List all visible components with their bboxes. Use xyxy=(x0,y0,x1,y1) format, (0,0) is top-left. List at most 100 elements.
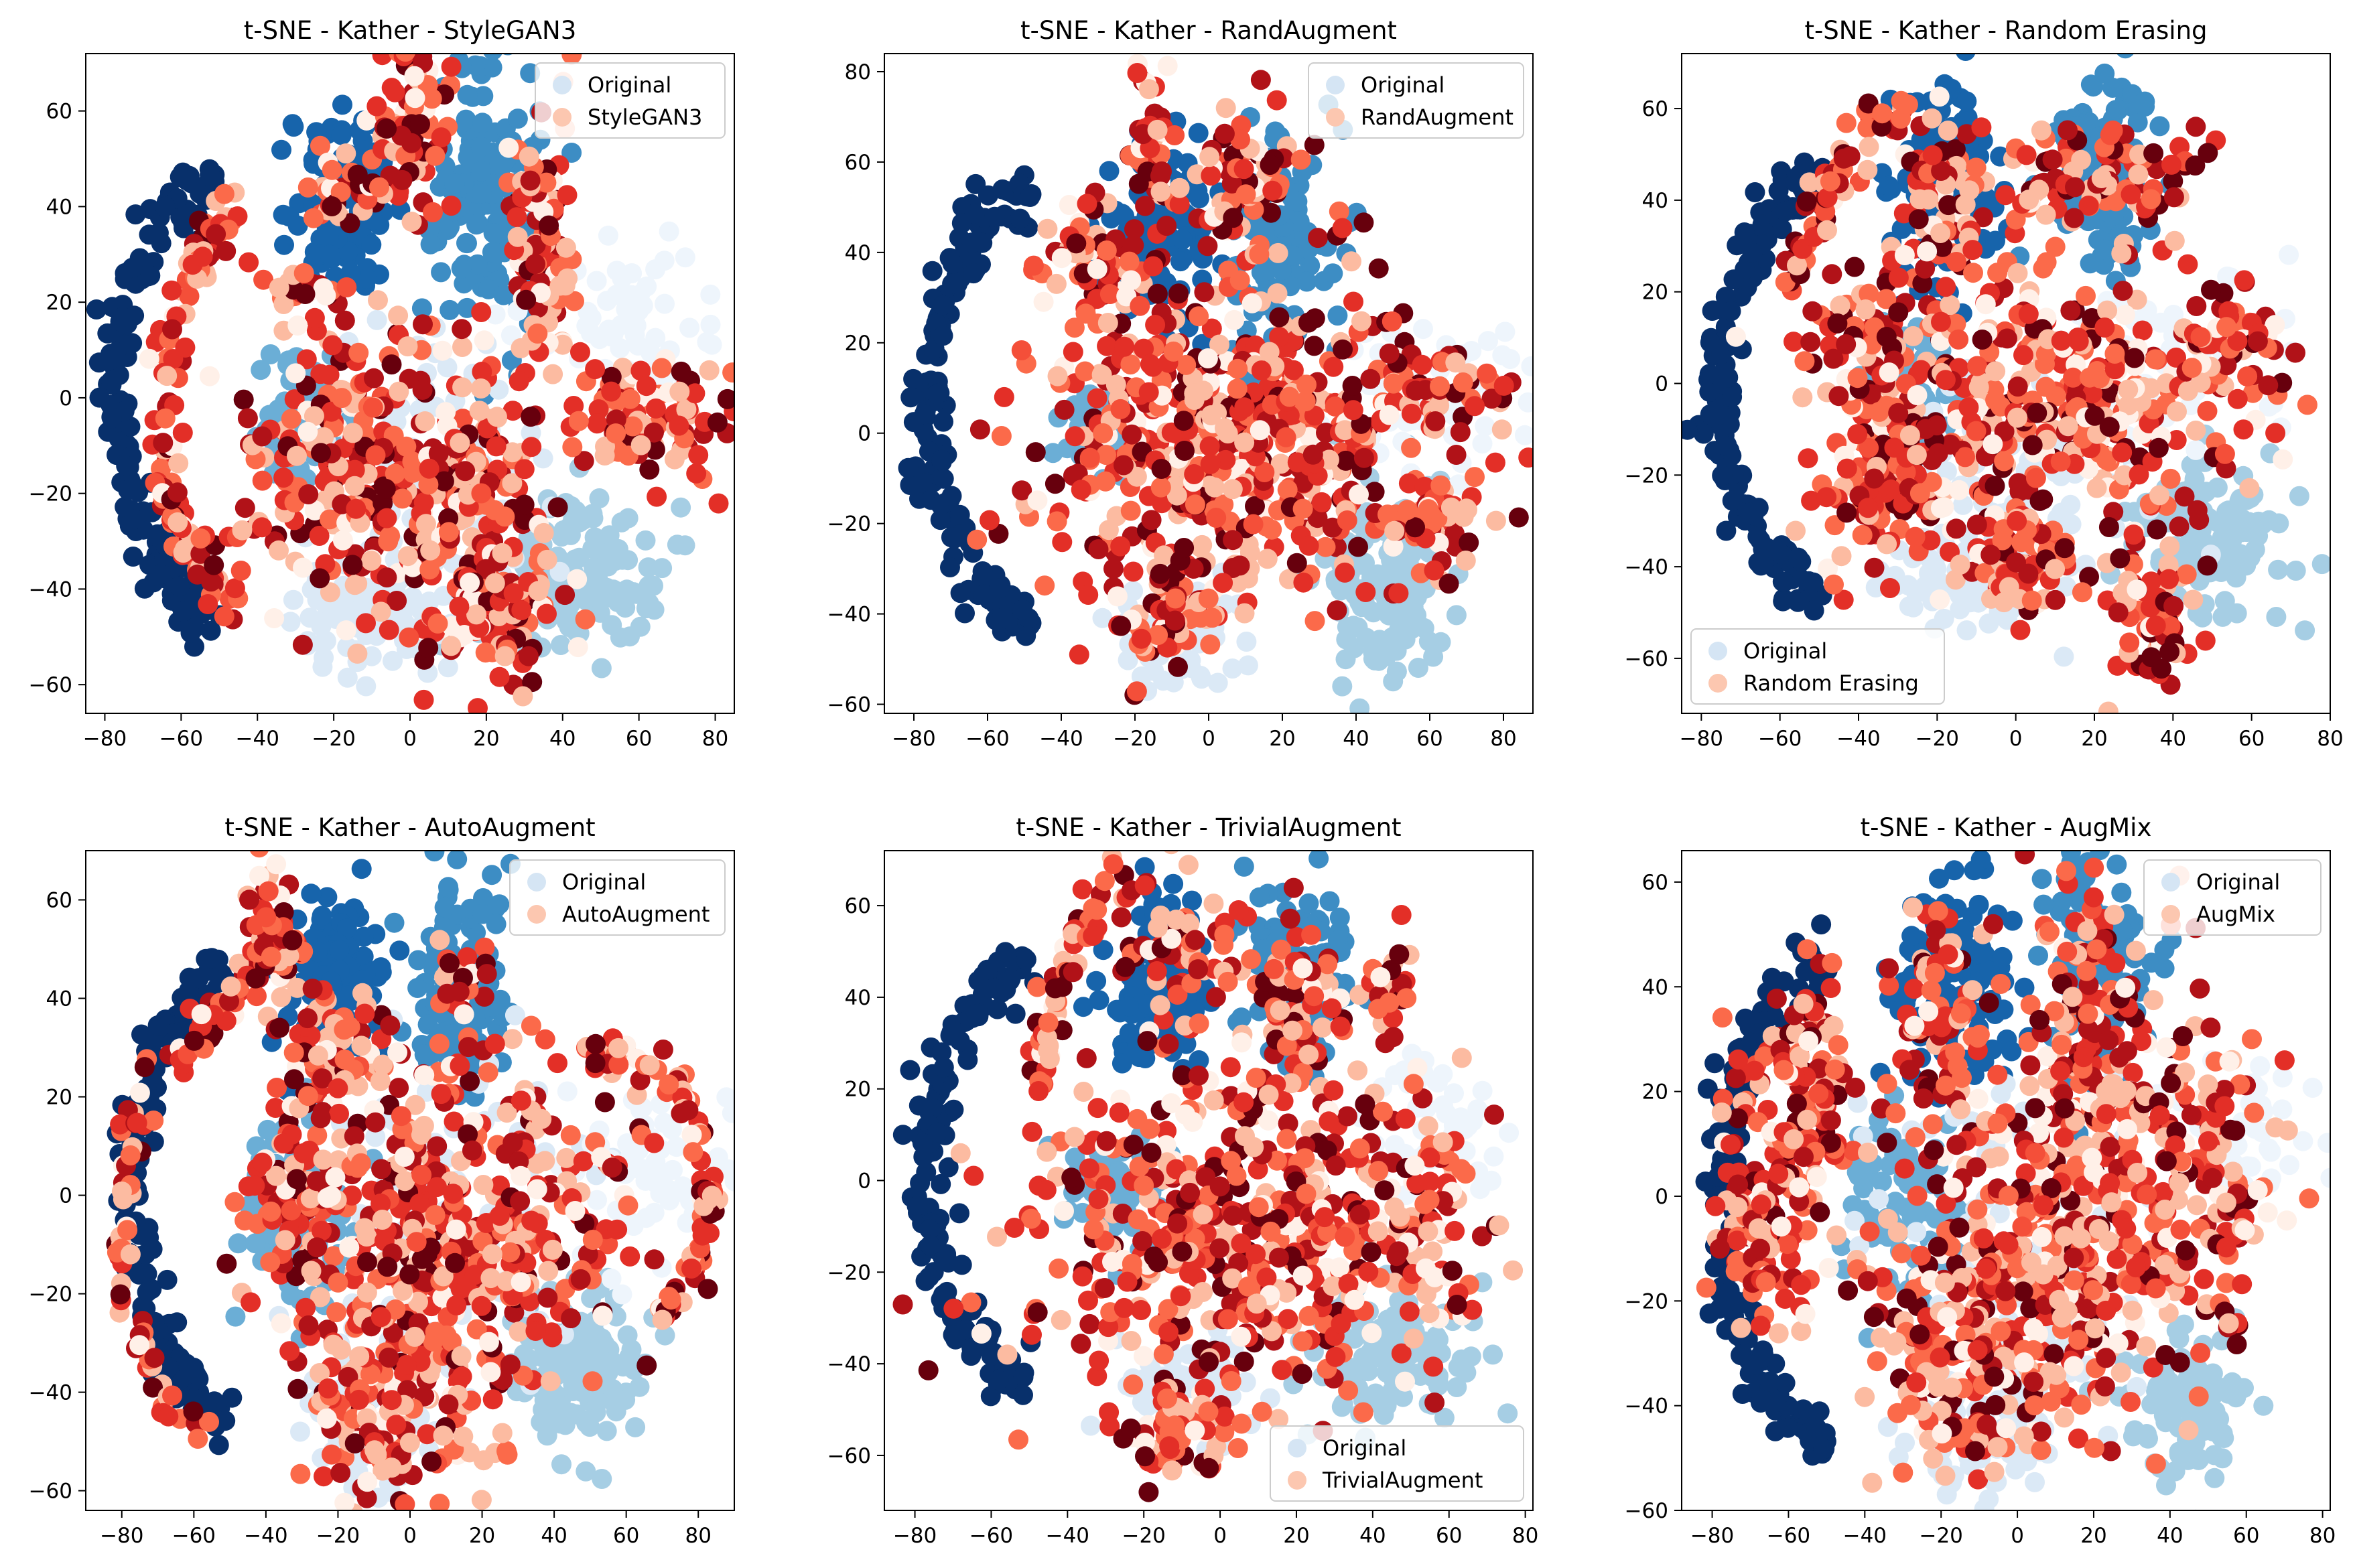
data-point xyxy=(125,509,145,530)
data-point xyxy=(404,66,425,86)
data-point xyxy=(1722,386,1743,407)
data-point xyxy=(1327,305,1348,326)
data-point xyxy=(187,564,208,585)
data-point xyxy=(418,474,439,495)
data-point xyxy=(1323,263,1343,284)
data-point xyxy=(2060,494,2081,515)
data-point xyxy=(454,273,474,294)
data-point xyxy=(1518,392,1533,413)
data-point xyxy=(2233,419,2254,440)
data-point xyxy=(89,387,110,408)
data-point xyxy=(403,462,423,483)
data-point xyxy=(1047,366,1068,386)
data-point xyxy=(502,473,523,494)
data-point xyxy=(1118,650,1138,670)
data-point xyxy=(1325,396,1345,417)
legend-marker xyxy=(553,108,572,127)
data-point xyxy=(2112,281,2133,301)
data-point xyxy=(361,551,382,571)
data-point xyxy=(1111,616,1132,636)
data-point xyxy=(591,658,612,679)
data-point xyxy=(2097,300,2118,321)
data-point xyxy=(1714,435,1735,456)
data-point xyxy=(991,426,1012,446)
data-point xyxy=(1206,508,1227,528)
data-point xyxy=(340,213,360,234)
data-point xyxy=(699,360,720,380)
data-point xyxy=(659,221,679,242)
data-point xyxy=(177,170,198,191)
data-point xyxy=(1289,211,1310,232)
data-point xyxy=(1408,658,1428,678)
data-point xyxy=(606,423,626,444)
data-point xyxy=(2115,305,2135,326)
data-point xyxy=(643,575,663,596)
data-point xyxy=(1043,443,1063,464)
data-point xyxy=(1185,494,1205,515)
data-point xyxy=(347,164,368,185)
data-point xyxy=(1034,575,1055,596)
data-point xyxy=(252,470,273,491)
data-point xyxy=(1962,240,1983,261)
data-point xyxy=(1123,581,1144,601)
data-point xyxy=(555,237,576,258)
data-point xyxy=(2269,513,2289,534)
legend-label: Original xyxy=(588,72,671,98)
data-point xyxy=(2181,543,2202,564)
data-point xyxy=(486,436,507,457)
data-point xyxy=(1836,113,1857,133)
data-point xyxy=(1918,189,1939,210)
data-point xyxy=(1796,191,1817,212)
data-point xyxy=(961,232,982,253)
data-point xyxy=(1787,255,1807,276)
data-point xyxy=(1343,291,1363,312)
data-point xyxy=(428,443,449,464)
data-point xyxy=(1311,492,1332,512)
data-point xyxy=(969,419,990,440)
data-point xyxy=(1283,360,1304,380)
data-point xyxy=(342,555,363,575)
data-point xyxy=(1912,273,1933,293)
data-point xyxy=(1170,251,1191,272)
data-point xyxy=(313,278,334,299)
data-point xyxy=(1975,294,1996,315)
data-point xyxy=(123,547,143,567)
data-point xyxy=(1229,555,1250,576)
data-point xyxy=(994,386,1014,407)
data-point xyxy=(1091,364,1112,385)
data-point xyxy=(528,581,549,601)
data-point xyxy=(120,417,141,437)
data-point xyxy=(1134,338,1154,359)
data-point xyxy=(471,137,492,157)
data-point xyxy=(722,362,734,383)
data-point xyxy=(1268,242,1288,263)
data-point xyxy=(1188,123,1209,143)
y-tick-label: 20 xyxy=(46,291,72,315)
data-point xyxy=(1173,411,1194,431)
data-point xyxy=(630,435,651,455)
data-point xyxy=(472,362,492,382)
data-point xyxy=(557,185,578,206)
data-point xyxy=(622,263,643,283)
data-point xyxy=(1087,388,1107,409)
data-point xyxy=(405,88,425,109)
data-point xyxy=(1075,303,1096,324)
data-point xyxy=(1304,405,1325,426)
data-point xyxy=(1957,107,1978,128)
data-point xyxy=(368,290,388,311)
data-point xyxy=(537,603,557,624)
data-point xyxy=(441,636,462,656)
data-point xyxy=(564,291,584,311)
chart-title: t-SNE - Kather - StyleGAN3 xyxy=(244,16,577,45)
data-point xyxy=(700,284,721,305)
chart-title: t-SNE - Kather - RandAugment xyxy=(1020,16,1397,45)
data-point xyxy=(2083,76,2104,97)
data-point xyxy=(700,314,721,335)
data-point xyxy=(269,540,289,561)
data-point xyxy=(1174,441,1195,461)
data-point xyxy=(172,423,193,443)
data-point xyxy=(1792,387,1813,408)
x-tick-label: −80 xyxy=(83,727,127,751)
data-point xyxy=(2056,576,2076,597)
data-point xyxy=(471,483,492,504)
